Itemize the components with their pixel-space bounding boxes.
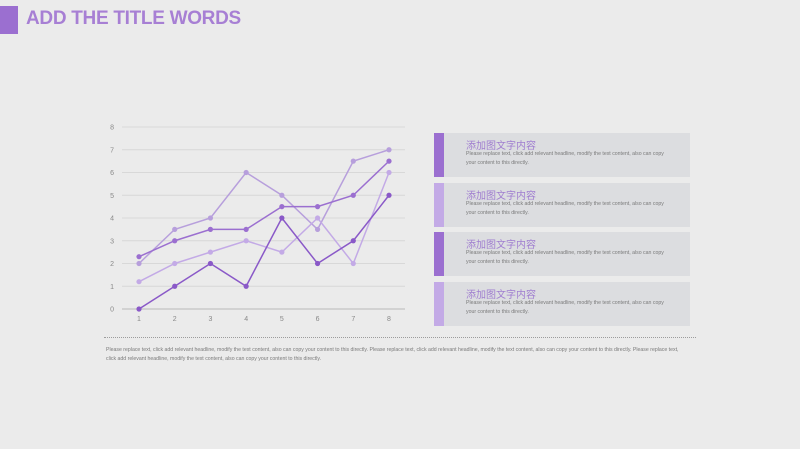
series-2-point	[314, 204, 321, 210]
text-card-3: 添加图文字内容 Please replace text, click add r…	[434, 232, 690, 276]
series-4-point	[350, 238, 356, 244]
series-3-point	[243, 238, 249, 244]
series-2-point	[207, 226, 214, 232]
series-1-point	[386, 147, 392, 153]
series-1-line	[138, 149, 390, 265]
series-2-point	[136, 254, 142, 260]
series-1-point	[243, 169, 249, 176]
series-4-point	[279, 215, 285, 221]
series-3-point	[279, 249, 285, 255]
series-4-point	[136, 306, 142, 312]
card-accent-bar	[434, 183, 444, 227]
series-3-point	[386, 169, 392, 176]
series-3-point	[314, 215, 321, 221]
y-tick-label: 7	[110, 147, 114, 154]
series-3-point	[136, 279, 142, 285]
footnote-text: Please replace text, click add relevant …	[106, 347, 679, 362]
title-accent-bar	[0, 6, 18, 34]
text-card-2: 添加图文字内容 Please replace text, click add r…	[434, 183, 690, 227]
series-3-point	[172, 260, 178, 267]
x-tick-label: 8	[387, 316, 391, 323]
series-2-point	[279, 204, 285, 210]
card-title: 添加图文字内容	[466, 240, 536, 251]
x-tick-label: 3	[208, 316, 212, 323]
series-1-point	[350, 158, 356, 164]
y-tick-label: 0	[110, 307, 114, 314]
series-4-point	[386, 192, 392, 198]
card-title: 添加图文字内容	[466, 191, 536, 202]
series-1-point	[314, 226, 321, 232]
card-accent-bar	[434, 282, 444, 326]
card-title: 添加图文字内容	[466, 290, 536, 301]
card-text: Please replace text, click add relevant …	[466, 151, 664, 166]
x-tick-label: 2	[173, 316, 177, 323]
y-tick-label: 4	[110, 216, 114, 223]
text-card-1: 添加图文字内容 Please replace text, click add r…	[434, 133, 690, 177]
y-tick-label: 3	[110, 238, 114, 245]
series-4-point	[314, 260, 321, 267]
card-title: 添加图文字内容	[466, 141, 536, 152]
text-card-4: 添加图文字内容 Please replace text, click add r…	[434, 282, 690, 326]
series-2-point	[243, 226, 249, 232]
x-tick-label: 1	[137, 316, 141, 323]
x-tick-label: 4	[244, 316, 248, 323]
series-4-point	[172, 283, 178, 289]
x-tick-label: 6	[316, 316, 320, 323]
series-3-point	[207, 249, 214, 255]
series-2-line	[138, 160, 390, 258]
series-1-point	[207, 215, 214, 221]
card-text: Please replace text, click add relevant …	[466, 300, 664, 315]
card-text: Please replace text, click add relevant …	[466, 201, 664, 216]
series-3-point	[350, 260, 356, 267]
series-3-line	[138, 172, 390, 283]
x-tick-label: 5	[280, 316, 284, 323]
series-2-point	[172, 238, 178, 244]
card-accent-bar	[434, 133, 444, 177]
series-4-point	[243, 283, 249, 289]
y-tick-label: 6	[110, 170, 114, 177]
series-1-point	[279, 192, 285, 198]
x-tick-label: 7	[351, 316, 355, 323]
series-2-point	[386, 158, 392, 164]
y-tick-label: 8	[110, 125, 114, 132]
divider	[104, 337, 696, 338]
y-tick-label: 1	[110, 284, 114, 291]
y-tick-label: 2	[110, 261, 114, 268]
card-text: Please replace text, click add relevant …	[466, 250, 664, 265]
page-title: ADD THE TITLE WORDS	[26, 8, 241, 29]
series-1-point	[172, 226, 178, 232]
series-1-point	[136, 260, 142, 267]
y-tick-label: 5	[110, 193, 114, 200]
series-4-line	[138, 194, 390, 310]
series-2-point	[350, 192, 356, 198]
card-accent-bar	[434, 232, 444, 276]
series-4-point	[207, 260, 214, 267]
